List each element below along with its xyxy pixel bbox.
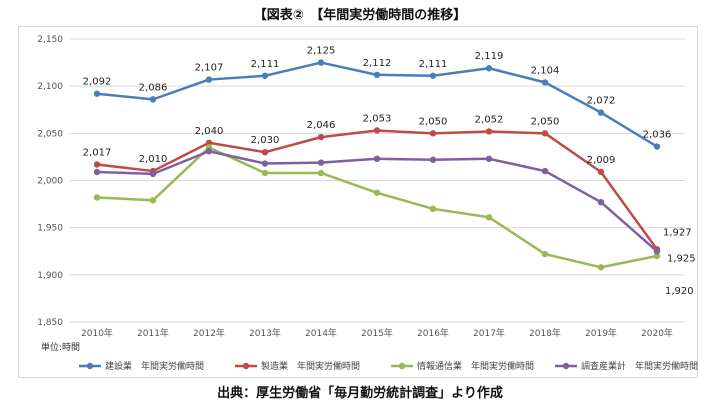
data-label: 2,104 xyxy=(531,65,560,76)
data-point xyxy=(205,76,213,83)
legend-marker xyxy=(242,362,250,370)
data-label: 1,927 xyxy=(663,227,692,238)
data-label: 2,111 xyxy=(251,59,280,70)
data-label: 2,050 xyxy=(419,116,448,127)
x-tick-label: 2012年 xyxy=(193,327,225,339)
data-point xyxy=(317,169,325,177)
data-point xyxy=(261,149,269,156)
data-point xyxy=(541,250,549,258)
data-label: 2,050 xyxy=(531,116,560,127)
data-label: 2,086 xyxy=(139,82,168,93)
data-label: 1,925 xyxy=(667,253,696,264)
legend-label: 製造業 年間実労働時間 xyxy=(261,360,360,372)
legend-marker xyxy=(86,362,94,370)
data-point xyxy=(653,143,661,150)
source-note: 出典：厚生労働省「毎月勤労統計調査」より作成 xyxy=(217,386,503,401)
data-point xyxy=(93,194,101,201)
data-label: 2,092 xyxy=(83,77,112,88)
data-point xyxy=(597,198,605,206)
legend-marker xyxy=(562,362,570,370)
x-tick-label: 2014年 xyxy=(305,327,337,339)
data-point xyxy=(373,71,381,79)
data-label: 2,125 xyxy=(307,46,336,57)
data-label: 2,030 xyxy=(251,135,280,146)
data-point xyxy=(429,130,437,137)
data-point xyxy=(597,264,605,271)
data-point xyxy=(429,72,437,79)
data-label: 1,920 xyxy=(665,286,694,297)
data-label: 2,052 xyxy=(475,114,504,125)
legend-marker xyxy=(398,362,406,370)
series-line xyxy=(96,146,658,269)
data-point xyxy=(373,155,381,163)
x-tick-label: 2015年 xyxy=(361,327,393,339)
x-tick-label: 2019年 xyxy=(585,327,617,339)
series-line xyxy=(96,150,658,253)
data-point xyxy=(541,79,549,86)
data-point xyxy=(317,59,325,66)
x-tick-label: 2017年 xyxy=(473,327,505,339)
data-point xyxy=(261,169,269,177)
y-tick-label: 2,000 xyxy=(37,177,63,187)
data-point xyxy=(205,139,213,146)
data-point xyxy=(149,170,157,178)
data-label: 2,017 xyxy=(83,147,112,158)
data-label: 2,112 xyxy=(363,58,392,69)
data-label: 2,119 xyxy=(475,51,504,62)
data-point xyxy=(373,189,381,196)
data-point xyxy=(317,159,325,166)
y-tick-label: 2,050 xyxy=(37,129,63,139)
data-point xyxy=(653,248,661,255)
y-tick-label: 2,100 xyxy=(37,82,63,92)
data-label: 2,036 xyxy=(643,130,672,141)
legend-label: 建設業 年間実労働時間 xyxy=(105,360,204,372)
data-label: 2,111 xyxy=(419,59,448,70)
data-label: 2,040 xyxy=(195,126,224,137)
data-label: 2,010 xyxy=(139,154,168,165)
data-point xyxy=(485,65,493,72)
data-label: 2,072 xyxy=(587,96,616,107)
y-tick-label: 1,850 xyxy=(37,318,63,328)
data-point xyxy=(373,127,381,134)
data-point xyxy=(597,109,605,116)
data-point xyxy=(541,130,549,137)
y-tick-label: 2,150 xyxy=(37,35,63,45)
data-point xyxy=(597,168,605,176)
legend-label: 情報通信業 年間実労働時間 xyxy=(417,360,534,372)
x-tick-label: 2020年 xyxy=(641,327,673,339)
line-chart: 1,850 1,900 1,950 2,000 2,050 2,100 2,150 2010年… xyxy=(37,35,698,372)
data-point xyxy=(317,133,325,141)
data-point xyxy=(93,168,101,176)
chart-title: 【図表② 【年間実労働時間の推移】 xyxy=(253,8,467,23)
data-point xyxy=(93,161,101,168)
data-point xyxy=(485,128,493,135)
x-tick-label: 2010年 xyxy=(81,327,113,339)
data-point xyxy=(429,156,437,163)
x-tick-label: 2018年 xyxy=(529,327,561,339)
data-label: 2,107 xyxy=(195,63,224,74)
data-point xyxy=(485,155,493,163)
data-point xyxy=(429,205,437,212)
data-point xyxy=(541,167,549,175)
x-tick-label: 2016年 xyxy=(417,327,449,339)
data-point xyxy=(261,160,269,167)
data-point xyxy=(653,252,661,260)
x-tick-label: 2013年 xyxy=(249,327,281,339)
data-point xyxy=(149,197,157,204)
data-label: 2,053 xyxy=(363,114,392,125)
y-tick-label: 1,950 xyxy=(37,224,63,234)
y-tick-label: 1,900 xyxy=(37,271,63,281)
unit-label: 単位:時間 xyxy=(41,341,80,353)
chart-area: 1,850 1,900 1,950 2,000 2,050 2,100 2,150 2010年… xyxy=(18,26,698,378)
data-point xyxy=(205,148,213,155)
data-point xyxy=(485,214,493,221)
x-tick-label: 2011年 xyxy=(137,327,169,339)
data-label: 2,046 xyxy=(307,120,336,131)
legend-label: 調査産業計 年間実労働時間 xyxy=(581,360,698,372)
data-point xyxy=(261,72,269,79)
data-point xyxy=(149,96,157,103)
data-label: 2,009 xyxy=(587,155,616,166)
data-point xyxy=(93,90,101,97)
